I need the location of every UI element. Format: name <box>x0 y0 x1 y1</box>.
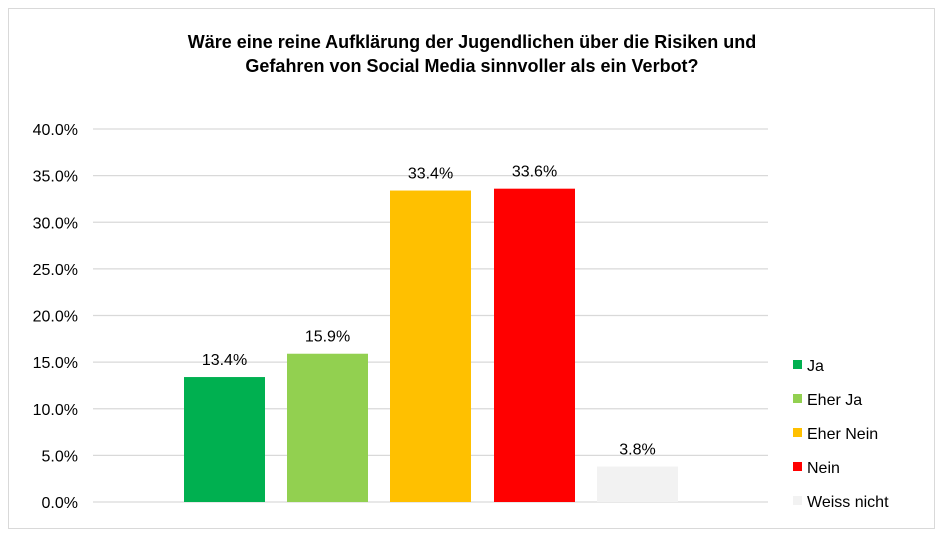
y-tick-label: 25.0% <box>33 262 78 279</box>
bar-weiss-nicht <box>597 466 678 502</box>
y-tick-label: 30.0% <box>33 215 78 232</box>
legend-swatch <box>793 360 802 369</box>
chart-title: Wäre eine reine Aufklärung der Jugendlic… <box>0 30 944 78</box>
chart-title-line-1: Wäre eine reine Aufklärung der Jugendlic… <box>187 32 757 52</box>
y-tick-label: 20.0% <box>33 309 78 326</box>
bar-eher-nein <box>390 190 471 503</box>
legend-label: Eher Ja <box>807 392 862 409</box>
y-tick-label: 0.0% <box>42 495 78 512</box>
legend-swatch <box>793 462 802 471</box>
data-label: 15.9% <box>305 329 350 346</box>
data-label: 33.4% <box>408 166 453 183</box>
bar-ja <box>184 377 265 502</box>
legend-label: Ja <box>807 358 824 375</box>
bar-nein <box>494 188 575 502</box>
data-label: 33.6% <box>512 164 557 181</box>
legend-label: Nein <box>807 460 840 477</box>
legend-swatch <box>793 428 802 437</box>
data-label: 3.8% <box>619 442 655 459</box>
chart-title-line-2: Gefahren von Social Media sinnvoller als… <box>245 56 699 76</box>
legend-label: Eher Nein <box>807 426 878 443</box>
y-tick-label: 35.0% <box>33 169 78 186</box>
bar-eher-ja <box>287 353 368 502</box>
chart-frame <box>8 8 935 529</box>
legend-label: Weiss nicht <box>807 494 889 511</box>
legend-swatch <box>793 496 802 505</box>
y-tick-label: 5.0% <box>42 448 78 465</box>
data-label: 13.4% <box>202 352 247 369</box>
y-tick-label: 40.0% <box>33 122 78 139</box>
y-tick-label: 15.0% <box>33 355 78 372</box>
y-tick-label: 10.0% <box>33 402 78 419</box>
legend-swatch <box>793 394 802 403</box>
